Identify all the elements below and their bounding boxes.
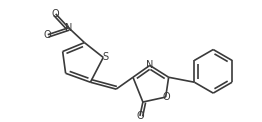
Text: O: O: [136, 111, 144, 121]
Text: S: S: [102, 52, 108, 62]
Text: O: O: [163, 92, 171, 102]
Text: N: N: [146, 60, 154, 70]
Text: N: N: [65, 23, 72, 33]
Text: O: O: [52, 9, 59, 19]
Text: O: O: [44, 30, 52, 40]
